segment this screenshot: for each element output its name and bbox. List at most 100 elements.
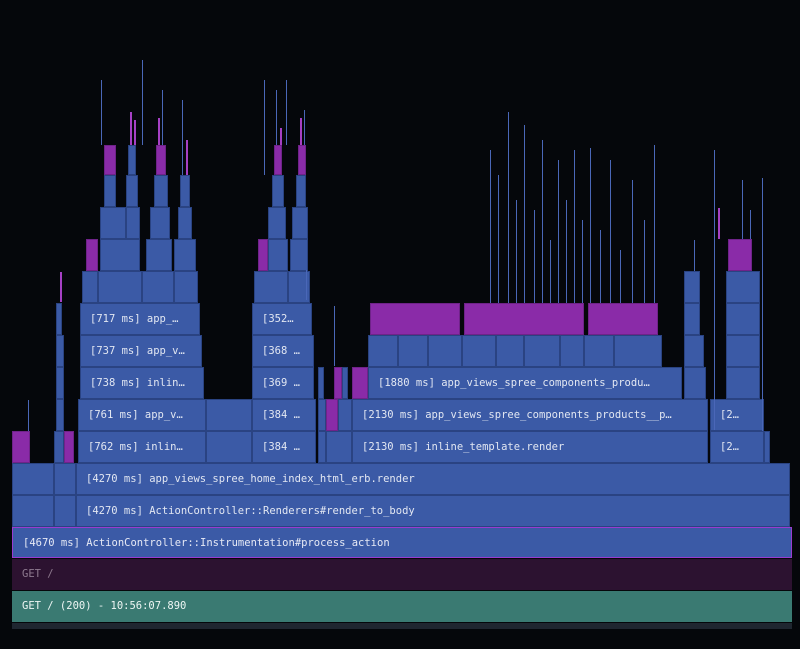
- flame-frame[interactable]: [342, 367, 348, 399]
- flame-frame[interactable]: [764, 431, 770, 463]
- flame-frame[interactable]: [726, 367, 760, 399]
- request-path-band[interactable]: GET /: [12, 559, 792, 590]
- flame-frame[interactable]: [296, 175, 306, 207]
- flame-frame[interactable]: [338, 399, 352, 431]
- flame-frame[interactable]: [464, 303, 584, 335]
- flame-frame[interactable]: [726, 271, 760, 303]
- flame-frame-inline-template[interactable]: [2130 ms] inline_template.render: [352, 431, 708, 463]
- flame-frame[interactable]: [326, 399, 338, 431]
- flame-frame[interactable]: [684, 303, 700, 335]
- flame-frame[interactable]: [728, 239, 752, 271]
- flame-frame[interactable]: [588, 303, 658, 335]
- flame-frame[interactable]: [206, 431, 252, 463]
- flame-frame[interactable]: [86, 239, 98, 271]
- flame-frame[interactable]: [178, 207, 192, 239]
- flame-frame[interactable]: [462, 335, 496, 367]
- flame-frame[interactable]: [398, 335, 428, 367]
- flame-frame[interactable]: [56, 367, 64, 399]
- flame-frame[interactable]: [104, 175, 116, 207]
- flame-frame[interactable]: [82, 271, 98, 303]
- flame-frame[interactable]: [272, 175, 284, 207]
- flame-frame[interactable]: [352, 367, 368, 399]
- flame-frame[interactable]: [54, 463, 76, 495]
- flame-tick: [582, 220, 583, 303]
- flame-frame[interactable]: [54, 495, 76, 527]
- flame-frame[interactable]: [318, 367, 324, 399]
- flame-frame[interactable]: [268, 207, 286, 239]
- flame-frame[interactable]: [614, 335, 662, 367]
- flame-frame[interactable]: [98, 271, 142, 303]
- flame-frame[interactable]: [54, 431, 64, 463]
- flame-frame[interactable]: [12, 495, 54, 527]
- flame-frame-home-index[interactable]: [4270 ms] app_views_spree_home_index_htm…: [76, 463, 790, 495]
- flame-frame-app-v-737[interactable]: [737 ms] app_v…: [80, 335, 202, 367]
- flame-frame[interactable]: [100, 239, 140, 271]
- flame-frame-inline-738[interactable]: [738 ms] inlin…: [80, 367, 204, 399]
- flame-tick: [750, 210, 751, 239]
- flame-frame[interactable]: [12, 431, 30, 463]
- flame-frame[interactable]: [142, 271, 174, 303]
- flame-frame[interactable]: [560, 335, 584, 367]
- flame-frame[interactable]: [104, 145, 116, 175]
- flame-frame-inline-762[interactable]: [762 ms] inlin…: [78, 431, 206, 463]
- flame-frame[interactable]: [154, 175, 168, 207]
- flame-frame-384-b[interactable]: [384 …: [252, 399, 316, 431]
- flame-frame[interactable]: [56, 335, 64, 367]
- flame-frame[interactable]: [288, 271, 310, 303]
- flame-frame-368[interactable]: [368 …: [252, 335, 314, 367]
- flame-frame[interactable]: [298, 145, 306, 175]
- flame-frame[interactable]: [174, 239, 196, 271]
- flame-frame[interactable]: [258, 239, 268, 271]
- flame-frame[interactable]: [128, 145, 136, 175]
- flame-frame-render-to-body[interactable]: [4270 ms] ActionController::Renderers#re…: [76, 495, 790, 527]
- flame-frame-app-717[interactable]: [717 ms] app_…: [80, 303, 200, 335]
- flame-frame-products-1880[interactable]: [1880 ms] app_views_spree_components_pro…: [368, 367, 682, 399]
- flame-frame[interactable]: [726, 335, 760, 367]
- flame-frame-384-a[interactable]: [384 …: [252, 431, 316, 463]
- flame-frame[interactable]: [292, 207, 308, 239]
- flame-frame[interactable]: [684, 367, 706, 399]
- flame-frame-2-a[interactable]: [2…: [710, 431, 764, 463]
- flame-frame[interactable]: [100, 207, 126, 239]
- flame-frame[interactable]: [156, 145, 166, 175]
- flame-tick: [130, 112, 132, 145]
- flame-frame[interactable]: [318, 399, 326, 431]
- flame-frame[interactable]: [12, 463, 54, 495]
- flame-frame[interactable]: [254, 271, 288, 303]
- flame-frame[interactable]: [150, 207, 170, 239]
- flame-frame[interactable]: [64, 431, 74, 463]
- flame-frame[interactable]: [274, 145, 282, 175]
- flame-frame[interactable]: [206, 399, 252, 431]
- flame-frame[interactable]: [726, 303, 760, 335]
- flame-frame[interactable]: [334, 367, 342, 399]
- flame-frame[interactable]: [584, 335, 614, 367]
- request-selector-band[interactable]: GET / (200) - 10:56:07.890: [12, 591, 792, 622]
- flame-frame-app-v-761[interactable]: [761 ms] app_v…: [78, 399, 206, 431]
- flame-frame-2-b[interactable]: [2…: [710, 399, 764, 431]
- flame-frame-352[interactable]: [352…: [252, 303, 312, 335]
- flame-frame[interactable]: [684, 271, 700, 303]
- flame-tick: [534, 210, 535, 303]
- flame-frame[interactable]: [146, 239, 172, 271]
- flame-frame[interactable]: [326, 431, 352, 463]
- root-frame-process-action[interactable]: [4670 ms] ActionController::Instrumentat…: [12, 527, 792, 558]
- flame-tick: [762, 178, 763, 431]
- flame-frame[interactable]: [428, 335, 462, 367]
- flame-frame[interactable]: [126, 207, 140, 239]
- flame-frame[interactable]: [56, 303, 62, 335]
- flame-frame[interactable]: [56, 399, 64, 431]
- flame-frame-products-p[interactable]: [2130 ms] app_views_spree_components_pro…: [352, 399, 708, 431]
- flame-frame[interactable]: [368, 335, 398, 367]
- flame-frame[interactable]: [126, 175, 138, 207]
- flame-frame[interactable]: [524, 335, 560, 367]
- flame-frame[interactable]: [180, 175, 190, 207]
- flame-frame[interactable]: [290, 239, 308, 271]
- flame-frame[interactable]: [684, 335, 704, 367]
- flame-frame-369[interactable]: [369 …: [252, 367, 314, 399]
- flame-frame[interactable]: [268, 239, 288, 271]
- flame-frame[interactable]: [496, 335, 524, 367]
- flame-frame[interactable]: [318, 431, 326, 463]
- flame-frame[interactable]: [370, 303, 460, 335]
- flame-frame[interactable]: [174, 271, 198, 303]
